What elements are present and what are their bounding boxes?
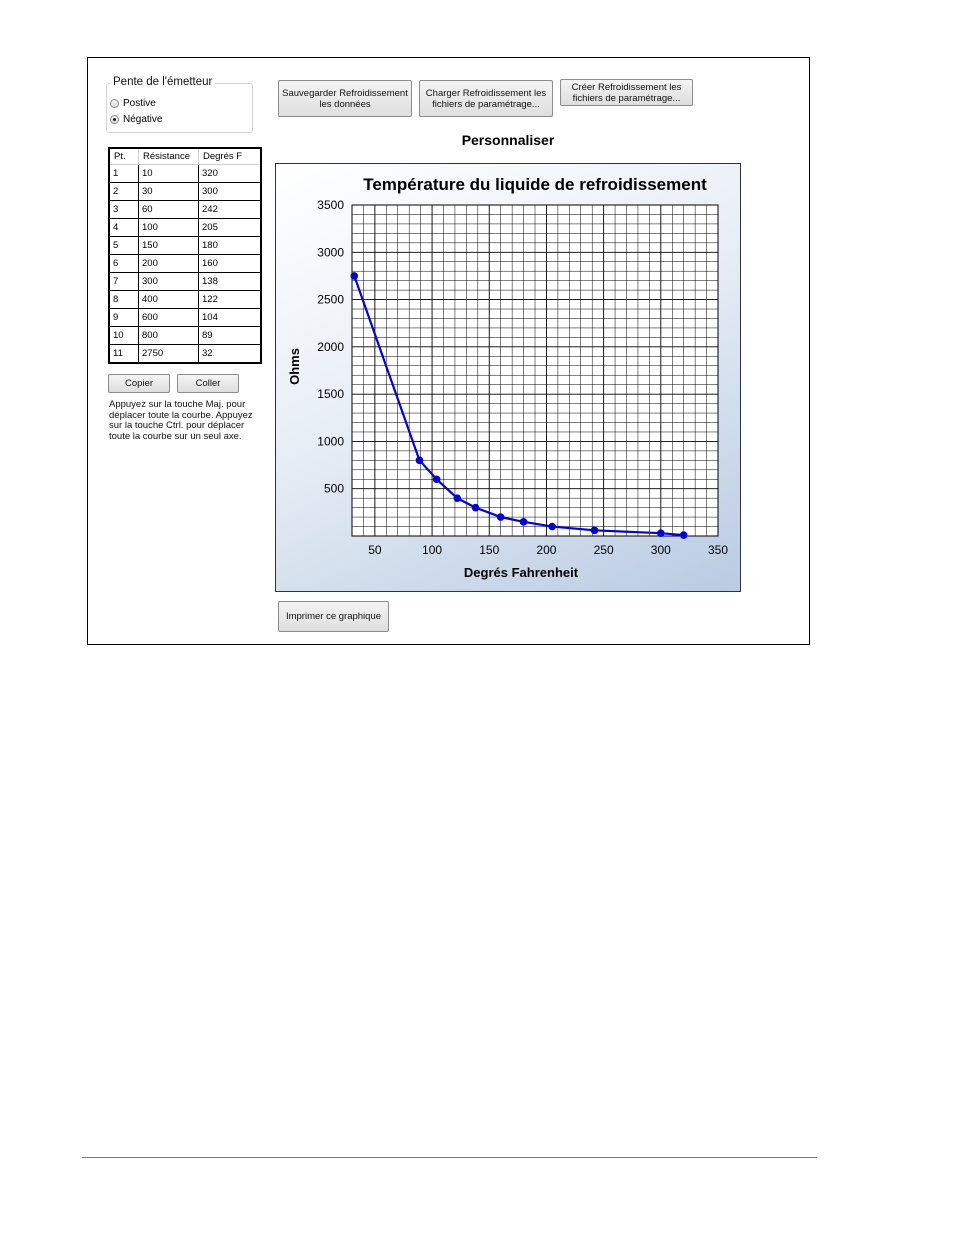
y-tick-label: 3000 (317, 245, 344, 259)
data-point[interactable] (415, 456, 424, 465)
cell-resistance[interactable]: 400 (138, 290, 199, 309)
radio-negative-circle-icon[interactable] (110, 115, 119, 124)
cell-degrees[interactable]: 89 (198, 326, 262, 345)
copy-button[interactable]: Copier (108, 374, 170, 393)
cell-pt[interactable]: 11 (108, 344, 139, 364)
footer-divider (82, 1157, 817, 1158)
data-point[interactable] (350, 272, 359, 280)
cell-resistance[interactable]: 30 (138, 182, 199, 201)
cell-pt[interactable]: 2 (108, 182, 139, 201)
data-point[interactable] (679, 531, 688, 539)
cell-resistance[interactable]: 600 (138, 308, 199, 327)
table-row[interactable]: 10 800 89 (108, 326, 262, 345)
cell-pt[interactable]: 5 (108, 236, 139, 255)
customize-heading: Personnaliser (461, 132, 555, 148)
data-point[interactable] (657, 529, 665, 537)
cell-resistance[interactable]: 150 (138, 236, 199, 255)
table-row[interactable]: 9 600 104 (108, 308, 262, 327)
radio-positive-circle-icon[interactable] (110, 99, 119, 108)
cell-degrees[interactable]: 122 (198, 290, 262, 309)
save-data-button[interactable]: Sauvegarder Refroidissement les données (278, 80, 412, 117)
cell-pt[interactable]: 6 (108, 254, 139, 273)
radio-positive[interactable]: Postive (110, 98, 156, 109)
y-tick-label: 500 (324, 482, 344, 496)
data-point[interactable] (432, 475, 441, 484)
column-header-resistance: Résistance (138, 147, 199, 165)
load-settings-button[interactable]: Charger Refroidissement les fichiers de … (419, 80, 553, 117)
cell-degrees[interactable]: 32 (198, 344, 262, 364)
y-tick-label: 1500 (317, 387, 344, 401)
y-tick-label: 3500 (317, 198, 344, 212)
table-row[interactable]: 8 400 122 (108, 290, 262, 309)
table-header-row: Pt. Résistance Degrés F (108, 147, 262, 165)
data-point[interactable] (496, 513, 505, 521)
y-tick-label: 2500 (317, 293, 344, 307)
cell-resistance[interactable]: 2750 (138, 344, 199, 364)
cell-pt[interactable]: 4 (108, 218, 139, 237)
cell-resistance[interactable]: 800 (138, 326, 199, 345)
cell-degrees[interactable]: 180 (198, 236, 262, 255)
cooling-temperature-window: Pente de l'émetteur Postive Négative Pt.… (87, 57, 810, 645)
coolant-temperature-chart[interactable]: Température du liquide de refroidissemen… (276, 164, 740, 591)
table-row[interactable]: 4 100 205 (108, 218, 262, 237)
cell-resistance[interactable]: 60 (138, 200, 199, 219)
chart-panel: Température du liquide de refroidissemen… (275, 163, 741, 592)
table-row[interactable]: 7 300 138 (108, 272, 262, 291)
cell-pt[interactable]: 7 (108, 272, 139, 291)
table-row[interactable]: 3 60 242 (108, 200, 262, 219)
x-tick-label: 350 (708, 543, 728, 557)
cell-degrees[interactable]: 300 (198, 182, 262, 201)
table-row[interactable]: 6 200 160 (108, 254, 262, 273)
data-point[interactable] (471, 503, 480, 512)
radio-negative-label: Négative (123, 114, 163, 125)
x-tick-label: 200 (536, 543, 556, 557)
radio-negative[interactable]: Négative (110, 114, 162, 125)
cell-degrees[interactable]: 242 (198, 200, 262, 219)
paste-button[interactable]: Coller (177, 374, 239, 393)
cell-degrees[interactable]: 138 (198, 272, 262, 291)
table-row[interactable]: 11 2750 32 (108, 344, 262, 364)
cell-pt[interactable]: 1 (108, 164, 139, 183)
cell-degrees[interactable]: 320 (198, 164, 262, 183)
x-axis-label: Degrés Fahrenheit (464, 565, 579, 580)
x-tick-label: 250 (594, 543, 614, 557)
cell-degrees[interactable]: 104 (198, 308, 262, 327)
x-tick-label: 150 (479, 543, 499, 557)
cell-resistance[interactable]: 300 (138, 272, 199, 291)
column-header-degrees: Degrés F (198, 147, 262, 165)
chart-title: Température du liquide de refroidissemen… (363, 175, 707, 194)
sender-slope-title: Pente de l'émetteur (110, 76, 216, 88)
y-tick-label: 2000 (317, 340, 344, 354)
data-point[interactable] (453, 494, 462, 502)
cell-resistance[interactable]: 100 (138, 218, 199, 237)
table-row[interactable]: 1 10 320 (108, 164, 262, 183)
y-axis-label: Ohms (287, 348, 302, 385)
create-settings-button[interactable]: Créer Refroidissement les fichiers de pa… (560, 79, 693, 106)
data-point[interactable] (590, 526, 599, 535)
cell-degrees[interactable]: 205 (198, 218, 262, 237)
cell-pt[interactable]: 3 (108, 200, 139, 219)
cell-degrees[interactable]: 160 (198, 254, 262, 273)
cell-resistance[interactable]: 200 (138, 254, 199, 273)
cell-pt[interactable]: 9 (108, 308, 139, 327)
table-row[interactable]: 2 30 300 (108, 182, 262, 201)
y-tick-label: 1000 (317, 434, 344, 448)
print-chart-button[interactable]: Imprimer ce graphique (278, 601, 389, 632)
x-tick-label: 50 (368, 543, 382, 557)
x-tick-label: 300 (651, 543, 671, 557)
data-point[interactable] (519, 518, 528, 526)
radio-positive-label: Postive (123, 98, 156, 109)
cell-pt[interactable]: 8 (108, 290, 139, 309)
cell-pt[interactable]: 10 (108, 326, 139, 345)
data-point[interactable] (548, 522, 556, 531)
hint-text: Appuyez sur la touche Maj. pour déplacer… (109, 399, 253, 442)
resistance-table: Pt. Résistance Degrés F 1 10 320 2 30 300 3 60 2… (108, 147, 262, 364)
x-tick-label: 100 (422, 543, 442, 557)
table-row[interactable]: 5 150 180 (108, 236, 262, 255)
cell-resistance[interactable]: 10 (138, 164, 199, 183)
column-header-pt: Pt. (108, 147, 139, 165)
